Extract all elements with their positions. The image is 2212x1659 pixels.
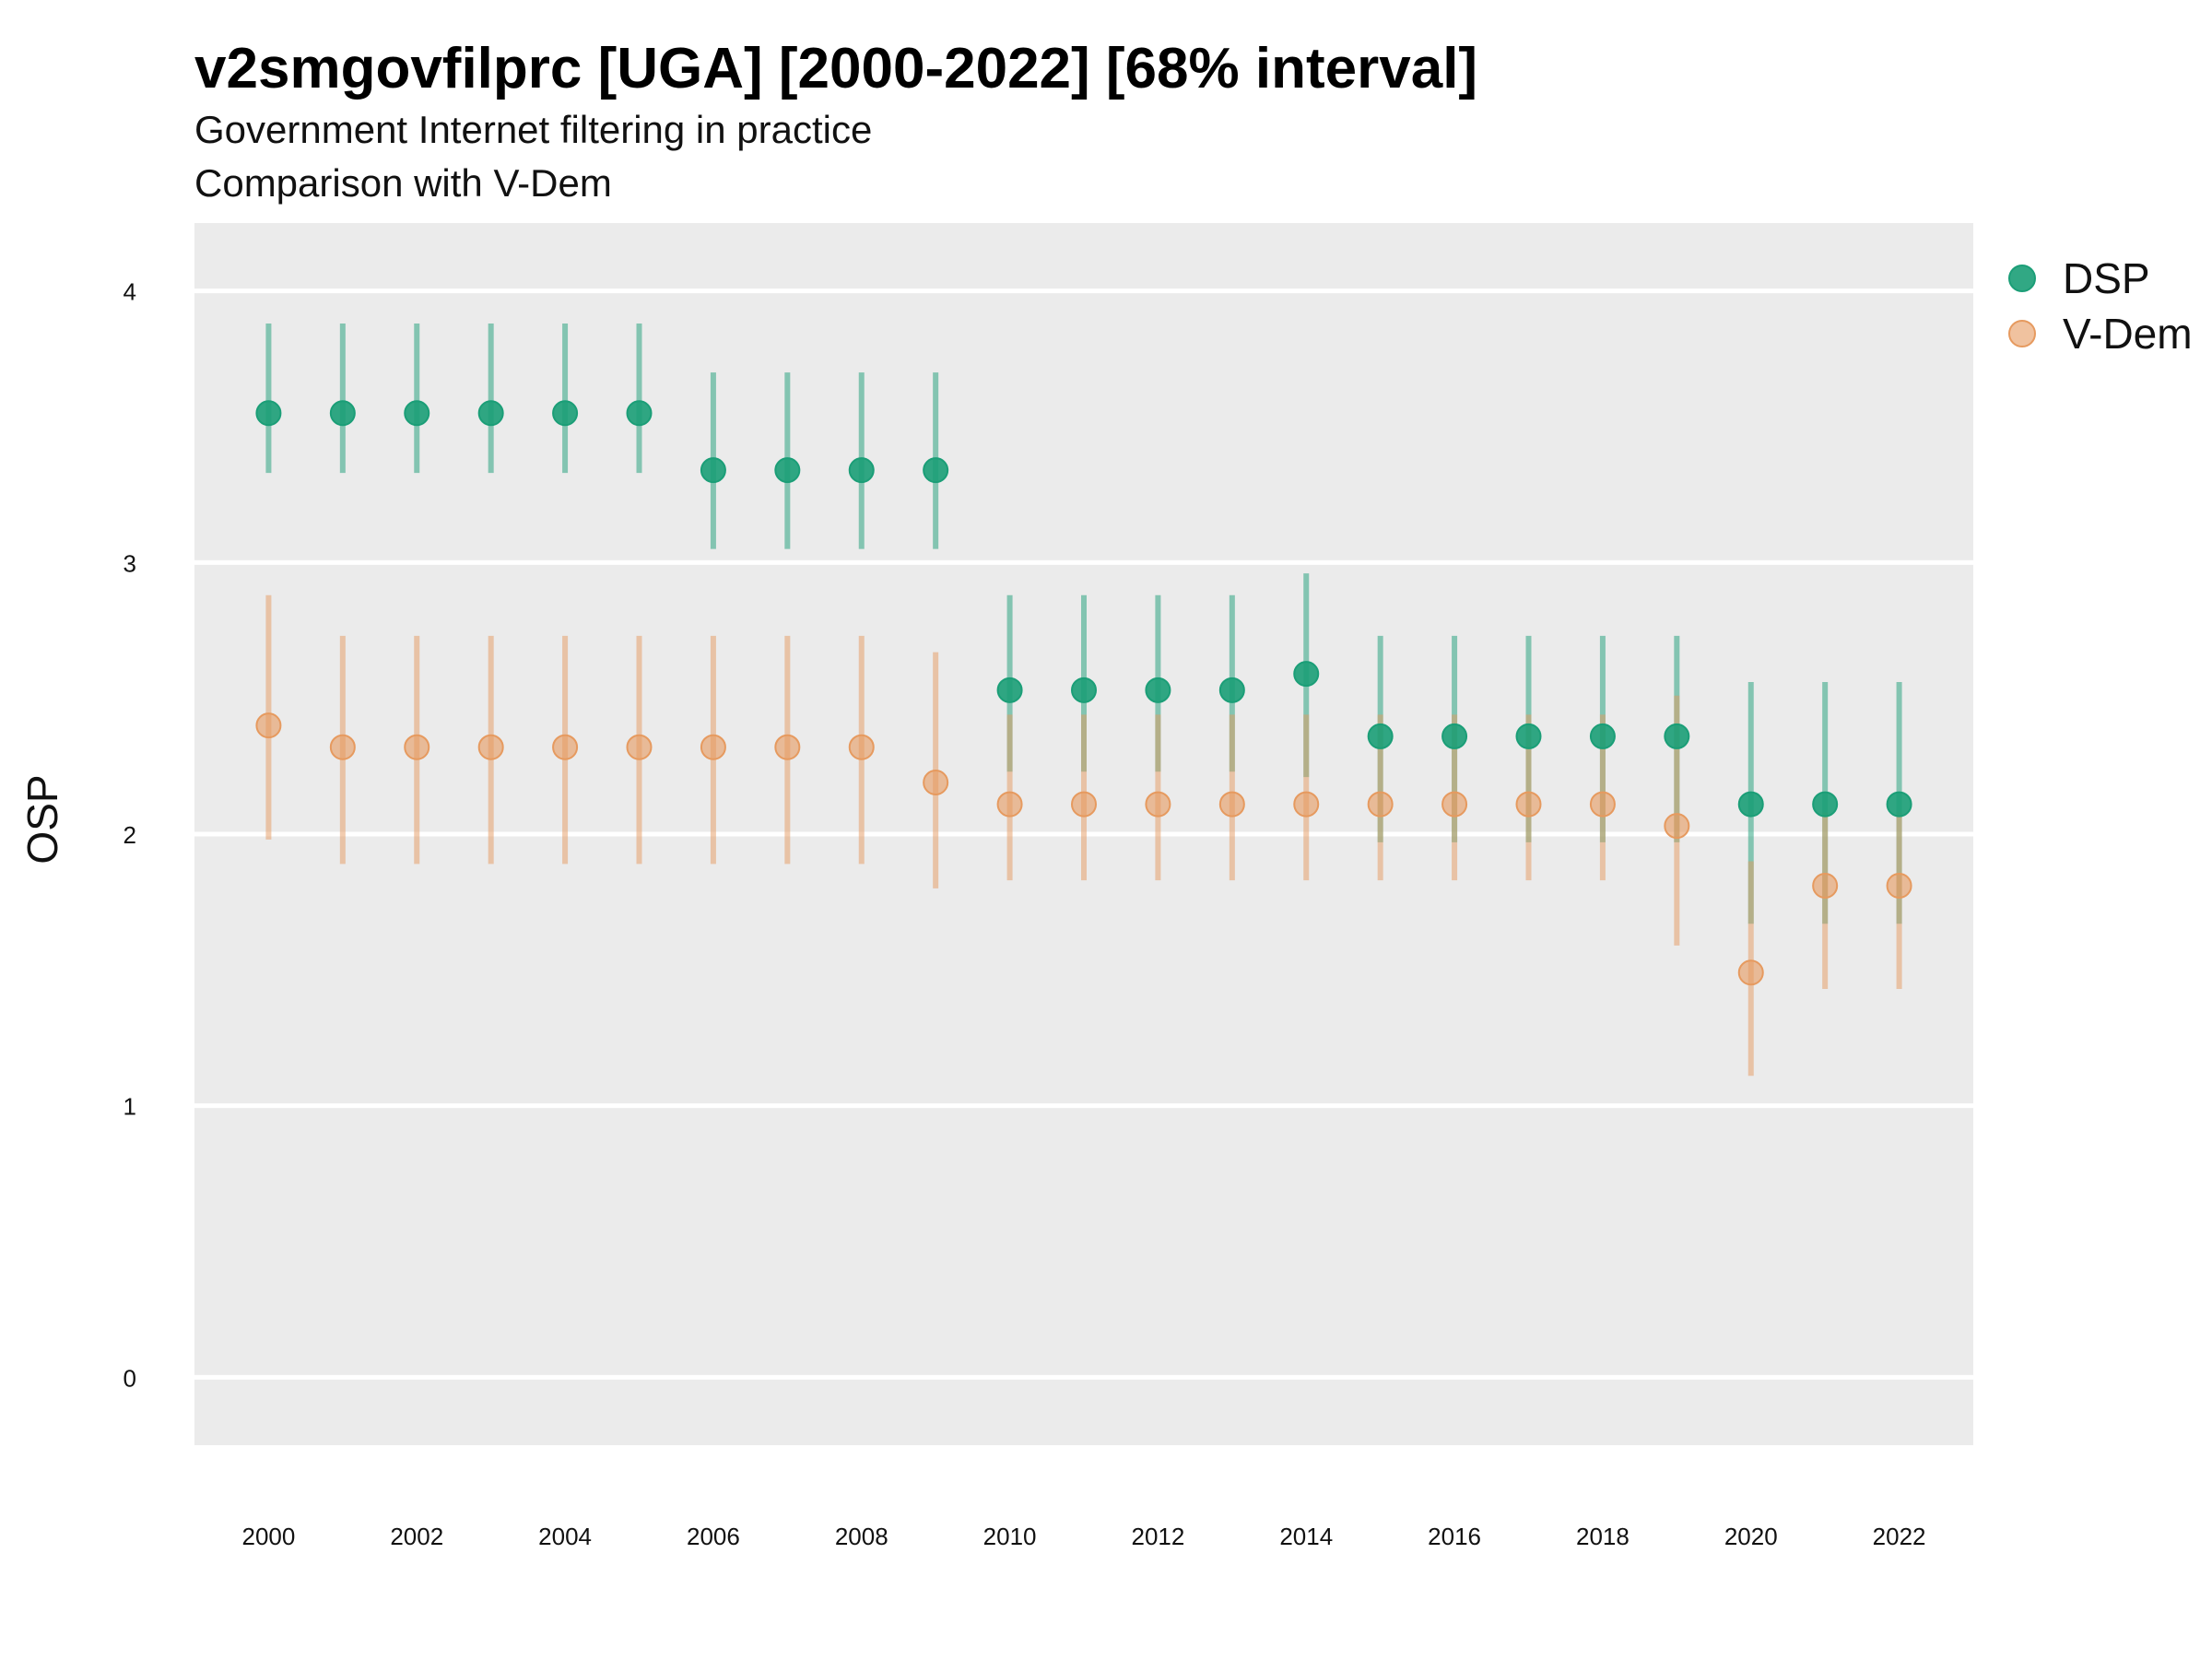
point-dsp-2014 — [1293, 661, 1320, 688]
x-tick-label-2008: 2008 — [835, 1523, 888, 1550]
point-dsp-2005 — [626, 400, 653, 427]
point-v-dem-2020 — [1737, 959, 1764, 986]
point-v-dem-2002 — [404, 734, 430, 760]
point-dsp-2017 — [1515, 723, 1542, 749]
point-v-dem-2018 — [1589, 791, 1616, 818]
y-tick-label-1: 1 — [124, 1093, 136, 1121]
y-tick-label-0: 0 — [124, 1364, 136, 1392]
point-dsp-2011 — [1071, 677, 1097, 703]
chart-subtitle-line-2: Comparison with V-Dem — [194, 161, 612, 205]
x-tick-label-2002: 2002 — [390, 1523, 443, 1550]
point-dsp-2022 — [1886, 791, 1912, 818]
point-v-dem-2017 — [1515, 791, 1542, 818]
point-v-dem-2001 — [329, 734, 356, 760]
x-tick-label-2020: 2020 — [1724, 1523, 1778, 1550]
point-v-dem-2013 — [1218, 791, 1245, 818]
point-dsp-2007 — [774, 457, 801, 484]
point-v-dem-2012 — [1145, 791, 1171, 818]
x-tick-label-2000: 2000 — [241, 1523, 295, 1550]
point-dsp-2021 — [1812, 791, 1839, 818]
point-dsp-2009 — [923, 457, 949, 484]
point-dsp-2001 — [329, 400, 356, 427]
point-dsp-2008 — [848, 457, 875, 484]
point-dsp-2015 — [1367, 723, 1394, 749]
chart-subtitle-line-1: Government Internet filtering in practic… — [194, 108, 872, 151]
x-tick-label-2006: 2006 — [687, 1523, 740, 1550]
x-tick-label-2014: 2014 — [1279, 1523, 1333, 1550]
point-dsp-2020 — [1737, 791, 1764, 818]
point-v-dem-2007 — [774, 734, 801, 760]
x-tick-label-2012: 2012 — [1131, 1523, 1184, 1550]
point-v-dem-2011 — [1071, 791, 1097, 818]
legend-label-v-dem: V-Dem — [2063, 310, 2193, 358]
point-dsp-2004 — [552, 400, 579, 427]
point-dsp-2002 — [404, 400, 430, 427]
point-dsp-2006 — [700, 457, 726, 484]
point-v-dem-2000 — [255, 712, 282, 739]
point-dsp-2018 — [1589, 723, 1616, 749]
point-v-dem-2014 — [1293, 791, 1320, 818]
point-v-dem-2008 — [848, 734, 875, 760]
legend-label-dsp: DSP — [2063, 254, 2150, 302]
y-tick-label-4: 4 — [124, 278, 136, 306]
x-tick-label-2022: 2022 — [1873, 1523, 1926, 1550]
point-dsp-2003 — [477, 400, 504, 427]
chart-title: v2smgovfilprc [UGA] [2000-2022] [68% int… — [194, 37, 1477, 100]
y-tick-label-3: 3 — [124, 549, 136, 577]
point-v-dem-2003 — [477, 734, 504, 760]
point-v-dem-2021 — [1812, 872, 1839, 899]
x-tick-label-2016: 2016 — [1428, 1523, 1481, 1550]
point-v-dem-2022 — [1886, 872, 1912, 899]
data-points — [255, 400, 1912, 986]
point-dsp-2013 — [1218, 677, 1245, 703]
point-v-dem-2015 — [1367, 791, 1394, 818]
legend: DSP V-Dem — [2008, 254, 2193, 358]
point-v-dem-2010 — [996, 791, 1023, 818]
x-tick-label-2018: 2018 — [1576, 1523, 1630, 1550]
point-v-dem-2009 — [923, 770, 949, 796]
point-dsp-2010 — [996, 677, 1023, 703]
x-axis-ticks: 2000 2002 2004 2006 2008 2010 2012 2014 2016 2018… — [241, 1523, 1925, 1550]
point-v-dem-2004 — [552, 734, 579, 760]
point-dsp-2012 — [1145, 677, 1171, 703]
point-dsp-2019 — [1664, 723, 1690, 749]
y-tick-label-2: 2 — [124, 821, 136, 849]
point-v-dem-2005 — [626, 734, 653, 760]
legend-marker-dsp — [2008, 265, 2036, 292]
legend-marker-v-dem — [2008, 320, 2036, 347]
point-v-dem-2016 — [1441, 791, 1468, 818]
y-axis-label: OSP — [18, 774, 66, 864]
x-tick-label-2010: 2010 — [983, 1523, 1037, 1550]
y-axis-ticks: 0 1 2 3 4 — [124, 278, 136, 1393]
point-v-dem-2019 — [1664, 813, 1690, 840]
point-v-dem-2006 — [700, 734, 726, 760]
x-tick-label-2004: 2004 — [538, 1523, 592, 1550]
plot-area — [194, 223, 1973, 1445]
point-dsp-2000 — [255, 400, 282, 427]
point-dsp-2016 — [1441, 723, 1468, 749]
